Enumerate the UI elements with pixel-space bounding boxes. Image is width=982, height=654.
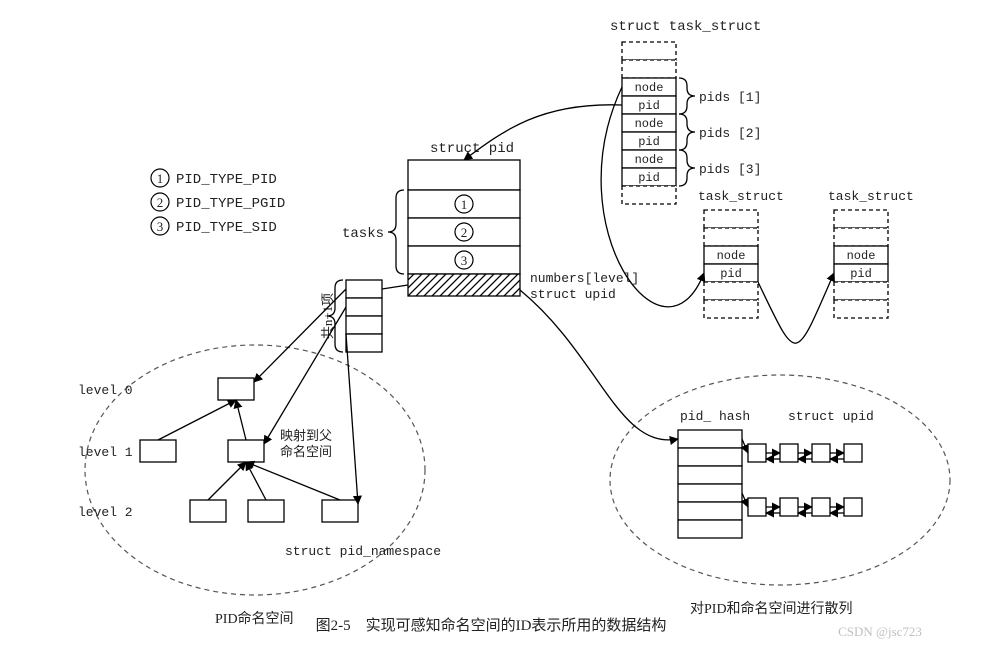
ns-box-l1a (140, 440, 176, 462)
ns-caption: PID命名空间 (215, 610, 294, 627)
label: pid (850, 267, 872, 281)
circled-number-text: 3 (157, 219, 164, 234)
circled-number-text: 2 (157, 195, 164, 210)
ns-arrow (246, 462, 266, 500)
legend-label: PID_TYPE_PID (176, 172, 277, 188)
hash-caption: 对PID和命名空间进行散列 (690, 600, 853, 617)
figure-caption: 图2-5 实现可感知命名空间的ID表示所用的数据结构 (316, 616, 667, 634)
n1-stack-row (346, 280, 382, 298)
upid-node (812, 498, 830, 516)
task-struct-dashed (622, 60, 676, 78)
task-struct-cell: pid (638, 135, 660, 149)
pids-brace-label: pids [2] (699, 126, 761, 141)
task-struct-cell: node (635, 153, 664, 167)
ns-arrow (246, 462, 340, 500)
watermark: CSDN @jsc723 (838, 624, 922, 639)
task-struct-title: struct task_struct (610, 19, 761, 35)
hash-slot (678, 466, 742, 484)
task-struct-dashed (622, 186, 676, 204)
n1-stack-row (346, 298, 382, 316)
upid-node (748, 498, 766, 516)
task-struct-cell: pid (638, 99, 660, 113)
upid-node (780, 498, 798, 516)
hash-slot (678, 484, 742, 502)
brace (679, 150, 695, 186)
task-struct-mid-title: task_struct (828, 189, 914, 204)
task-struct-cell: node (635, 81, 664, 95)
stack-to-l1 (264, 307, 346, 444)
circled-number-text: 2 (461, 225, 468, 240)
hash-arrow (742, 439, 748, 453)
ns-arrow (236, 400, 246, 440)
pid-hash-label: pid_ hash (680, 409, 750, 424)
brace (679, 114, 695, 150)
node-link-1-2 (758, 273, 834, 343)
box (834, 210, 888, 228)
box (834, 282, 888, 300)
ns-box-l0 (218, 378, 254, 400)
box (834, 228, 888, 246)
ns-box-l2b (248, 500, 284, 522)
box (704, 210, 758, 228)
legend-label: PID_TYPE_SID (176, 220, 277, 236)
box (834, 300, 888, 318)
ns-arrow (208, 462, 246, 500)
level-label: level 0 (78, 383, 133, 398)
hash-ellipse (610, 375, 950, 585)
pids-brace-label: pids [3] (699, 162, 761, 177)
upid-node (812, 444, 830, 462)
hash-slot (678, 520, 742, 538)
ns-note: 命名空间 (280, 444, 332, 459)
task-struct-mid-title: task_struct (698, 189, 784, 204)
legend-label: PID_TYPE_PGID (176, 196, 285, 212)
struct-upid-label: struct upid (788, 409, 874, 424)
label: node (847, 249, 876, 263)
pids-brace-label: pids [1] (699, 90, 761, 105)
box (704, 300, 758, 318)
level-label: level 1 (78, 445, 133, 460)
task-struct-cell: pid (638, 171, 660, 185)
circled-number-text: 3 (461, 253, 468, 268)
hash-slot (678, 502, 742, 520)
hash-arrow (742, 493, 748, 507)
label: node (717, 249, 746, 263)
ns-note: 映射到父 (280, 428, 332, 443)
n1-stack-row (346, 334, 382, 352)
stack-to-l2 (346, 334, 358, 504)
brace (679, 78, 695, 114)
diagram-canvas: 1 PID_TYPE_PID 2 PID_TYPE_PGID 3 PID_TYPE_SID… (0, 0, 982, 654)
upid-node (844, 498, 862, 516)
hash-slot (678, 430, 742, 448)
upid-node (780, 444, 798, 462)
upid-node (844, 444, 862, 462)
task-struct-dashed (622, 42, 676, 60)
stack-to-pid (382, 285, 408, 289)
upid-label: struct upid (530, 287, 616, 302)
pid-namespace-label: struct pid_namespace (285, 544, 441, 559)
brace (388, 190, 404, 274)
hash-slot (678, 448, 742, 466)
circled-number-text: 1 (157, 171, 164, 186)
ns-box-l1b (228, 440, 264, 462)
level-label: level 2 (78, 505, 133, 520)
n1-stack-row (346, 316, 382, 334)
struct-pid-numbers-hatch (408, 274, 520, 296)
box (704, 228, 758, 246)
struct-pid-header (408, 160, 520, 190)
upid-node (748, 444, 766, 462)
ns-arrow (158, 400, 236, 440)
circled-number-text: 1 (461, 197, 468, 212)
upid-to-hash (520, 290, 678, 440)
label: pid (720, 267, 742, 281)
ns-box-l2c (322, 500, 358, 522)
task-struct-cell: node (635, 117, 664, 131)
ns-box-l2a (190, 500, 226, 522)
tasks-brace-label: tasks (342, 226, 384, 242)
numbers-label: numbers[level] (530, 271, 639, 286)
box (704, 282, 758, 300)
